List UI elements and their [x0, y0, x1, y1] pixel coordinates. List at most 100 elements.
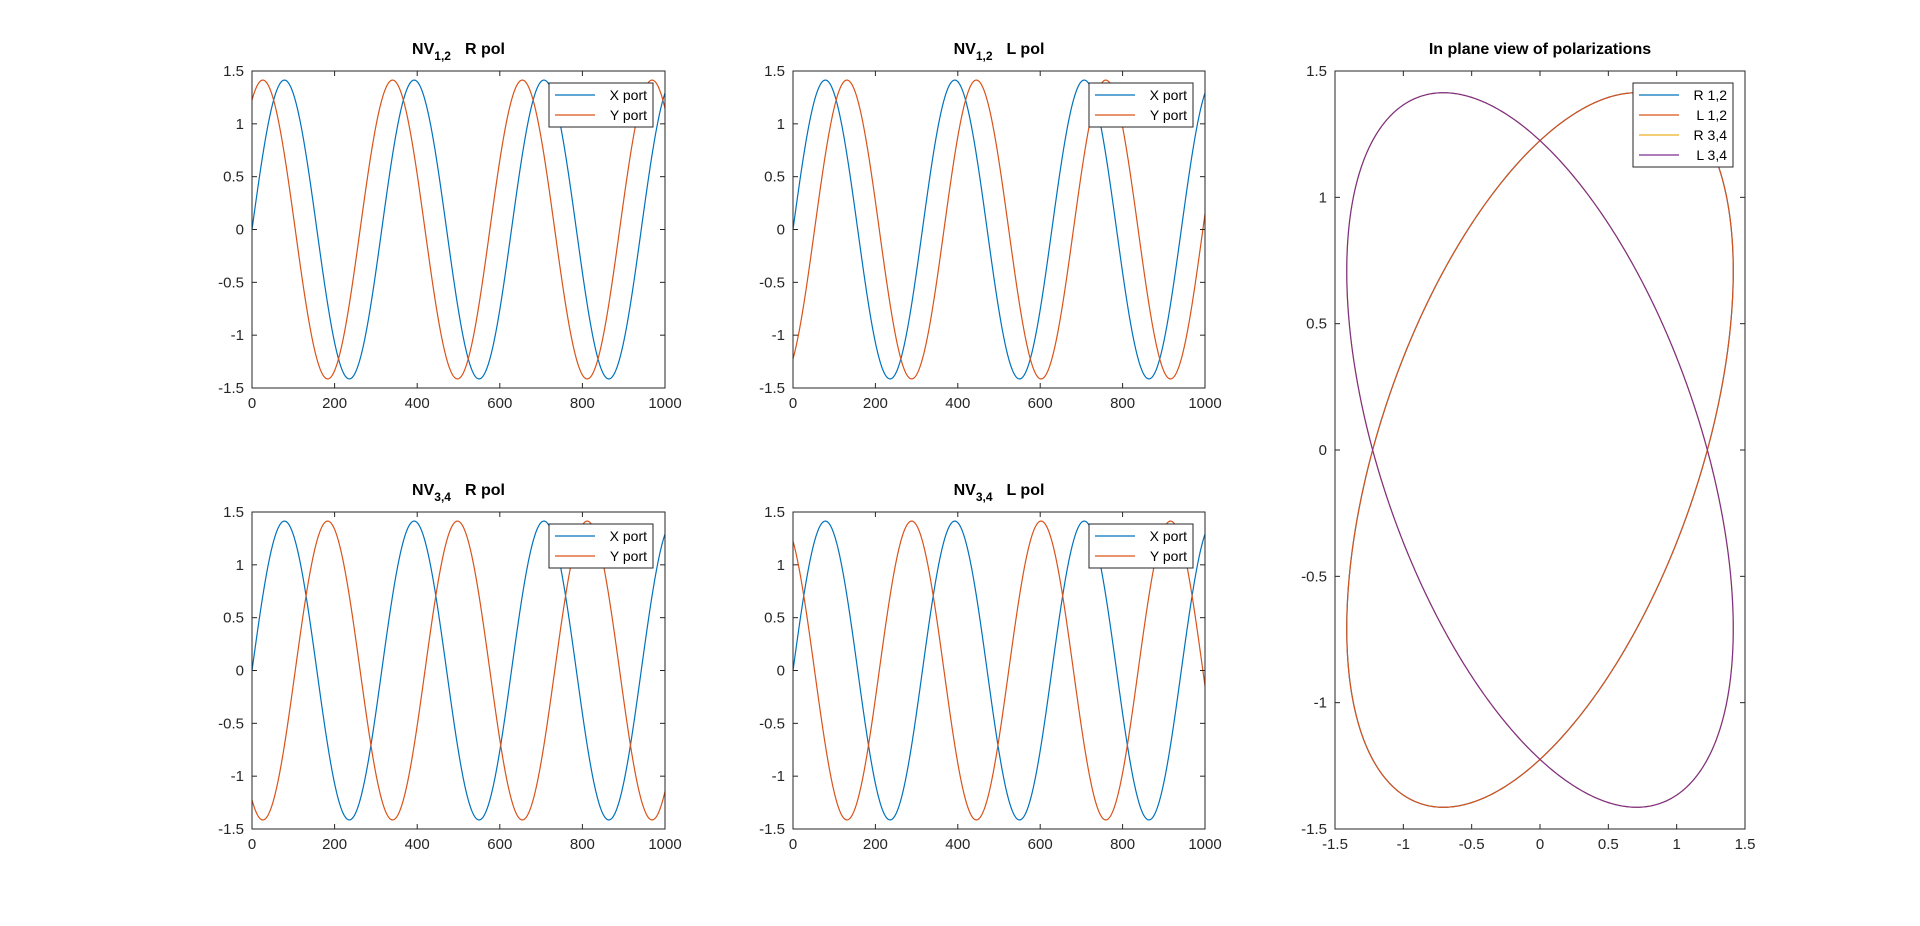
title-rest: L pol	[1007, 482, 1045, 499]
title-rest: R pol	[465, 482, 505, 499]
legend-label: L 1,2	[1696, 107, 1727, 123]
x-tick-label: 200	[863, 836, 888, 853]
y-tick-label: -1	[231, 768, 244, 785]
y-tick-label: 0.5	[223, 610, 244, 627]
x-tick-label: 800	[1110, 836, 1135, 853]
y-tick-label: -1	[231, 327, 244, 344]
legend-label: Y port	[1150, 548, 1187, 564]
x-tick-label: 1	[1672, 836, 1680, 853]
x-tick-label: 400	[945, 836, 970, 853]
y-tick-label: 1.5	[223, 63, 244, 80]
chart-title: In plane view of polarizations	[1429, 41, 1651, 58]
x-tick-label: 0	[248, 836, 256, 853]
legend-box	[548, 82, 654, 128]
y-tick-label: 0	[777, 222, 785, 239]
x-tick-label: 600	[487, 836, 512, 853]
series-line-2	[793, 520, 1205, 821]
legend: X port Y port	[1088, 82, 1194, 128]
y-tick-label: 1	[236, 557, 244, 574]
legend-box	[1632, 82, 1734, 168]
title-subscript: 3,4	[976, 490, 993, 504]
x-tick-label: 800	[1110, 395, 1135, 412]
y-tick-label: -0.5	[759, 274, 785, 291]
series-group	[793, 520, 1205, 821]
series-group	[1346, 92, 1734, 808]
y-tick-label: -1	[772, 768, 785, 785]
y-tick-label: 1	[236, 116, 244, 133]
y-tick-label: 1.5	[1306, 63, 1327, 80]
y-tick-label: -1.5	[218, 821, 244, 838]
chart-title: NV1,2 L pol	[954, 41, 1045, 63]
legend: X port Y port	[548, 82, 654, 128]
title-main: In plane view of polarizations	[1429, 41, 1651, 58]
x-tick-label: 0	[248, 395, 256, 412]
y-tick-label: -1	[1314, 695, 1327, 712]
y-tick-label: -0.5	[759, 715, 785, 732]
y-tick-label: -1.5	[218, 380, 244, 397]
series-line-2	[793, 79, 1205, 380]
x-tick-label: 1.5	[1735, 836, 1756, 853]
series-group	[793, 79, 1205, 380]
x-tick-label: 400	[945, 395, 970, 412]
chart-nv34_r: 0 200 400 600 800 1000 1.5 1 0.5 0 -0.5 -1 -1.5 NV3,4…	[218, 482, 682, 853]
legend-label: X port	[1150, 87, 1187, 103]
legend-label: Y port	[1150, 107, 1187, 123]
x-tick-label: 200	[322, 836, 347, 853]
legend-label: Y port	[610, 107, 647, 123]
legend-box	[1088, 523, 1194, 569]
x-tick-label: 0.5	[1598, 836, 1619, 853]
x-tick-label: 600	[1028, 836, 1053, 853]
chart-title: NV1,2 R pol	[412, 41, 505, 63]
legend-label: R 3,4	[1694, 127, 1728, 143]
title-main: NV	[412, 482, 435, 499]
x-tick-label: 800	[570, 395, 595, 412]
y-tick-label: -1.5	[759, 380, 785, 397]
series-line-1	[793, 79, 1205, 380]
legend-label: X port	[610, 87, 647, 103]
legend-label: X port	[610, 528, 647, 544]
legend-label: L 3,4	[1696, 147, 1727, 163]
title-rest: R pol	[465, 41, 505, 58]
chart-title: NV3,4 L pol	[954, 482, 1045, 504]
y-tick-label: 1.5	[223, 504, 244, 521]
x-tick-label: 1000	[648, 395, 681, 412]
y-tick-label: 0	[236, 663, 244, 680]
chart-nv12_l: 0 200 400 600 800 1000 1.5 1 0.5 0 -0.5 -1 -1.5 NV1,2…	[759, 41, 1222, 412]
x-tick-label: 200	[863, 395, 888, 412]
chart-title: NV3,4 R pol	[412, 482, 505, 504]
x-tick-label: 0	[1536, 836, 1544, 853]
legend: R 1,2 L 1,2 R 3,4 L 3,4	[1632, 82, 1734, 168]
x-tick-label: 200	[322, 395, 347, 412]
x-tick-label: 400	[405, 836, 430, 853]
plot-area	[1335, 71, 1745, 829]
x-tick-label: -1	[1397, 836, 1410, 853]
y-tick-label: 1.5	[764, 504, 785, 521]
chart-nv34_l: 0 200 400 600 800 1000 1.5 1 0.5 0 -0.5 -1 -1.5 NV3,4…	[759, 482, 1222, 853]
x-tick-label: 600	[1028, 395, 1053, 412]
x-tick-label: 600	[487, 395, 512, 412]
y-tick-label: -0.5	[1301, 568, 1327, 585]
y-tick-label: 0	[777, 663, 785, 680]
x-tick-label: -0.5	[1459, 836, 1485, 853]
series-line-4	[1346, 92, 1734, 808]
y-tick-label: -0.5	[218, 274, 244, 291]
y-tick-label: 0.5	[223, 169, 244, 186]
y-tick-label: -1.5	[1301, 821, 1327, 838]
series-line-1	[252, 79, 665, 380]
legend-label: Y port	[610, 548, 647, 564]
x-tick-label: 0	[789, 395, 797, 412]
chart-inplane: -1.5 -1 -0.5 0 0.5 1 1.5 1.5 1 0.5 0 -0.5 -1 -1.5 In p…	[1301, 41, 1755, 853]
title-subscript: 1,2	[434, 49, 451, 63]
y-tick-label: 0	[1319, 442, 1327, 459]
title-main: NV	[412, 41, 435, 58]
series-group	[252, 79, 665, 380]
title-rest: L pol	[1007, 41, 1045, 58]
y-tick-label: 1	[1319, 189, 1327, 206]
y-tick-label: -1	[772, 327, 785, 344]
legend: X port Y port	[548, 523, 654, 569]
y-tick-label: 0.5	[764, 610, 785, 627]
x-tick-label: 1000	[648, 836, 681, 853]
legend-label: R 1,2	[1694, 87, 1728, 103]
x-tick-label: 400	[405, 395, 430, 412]
